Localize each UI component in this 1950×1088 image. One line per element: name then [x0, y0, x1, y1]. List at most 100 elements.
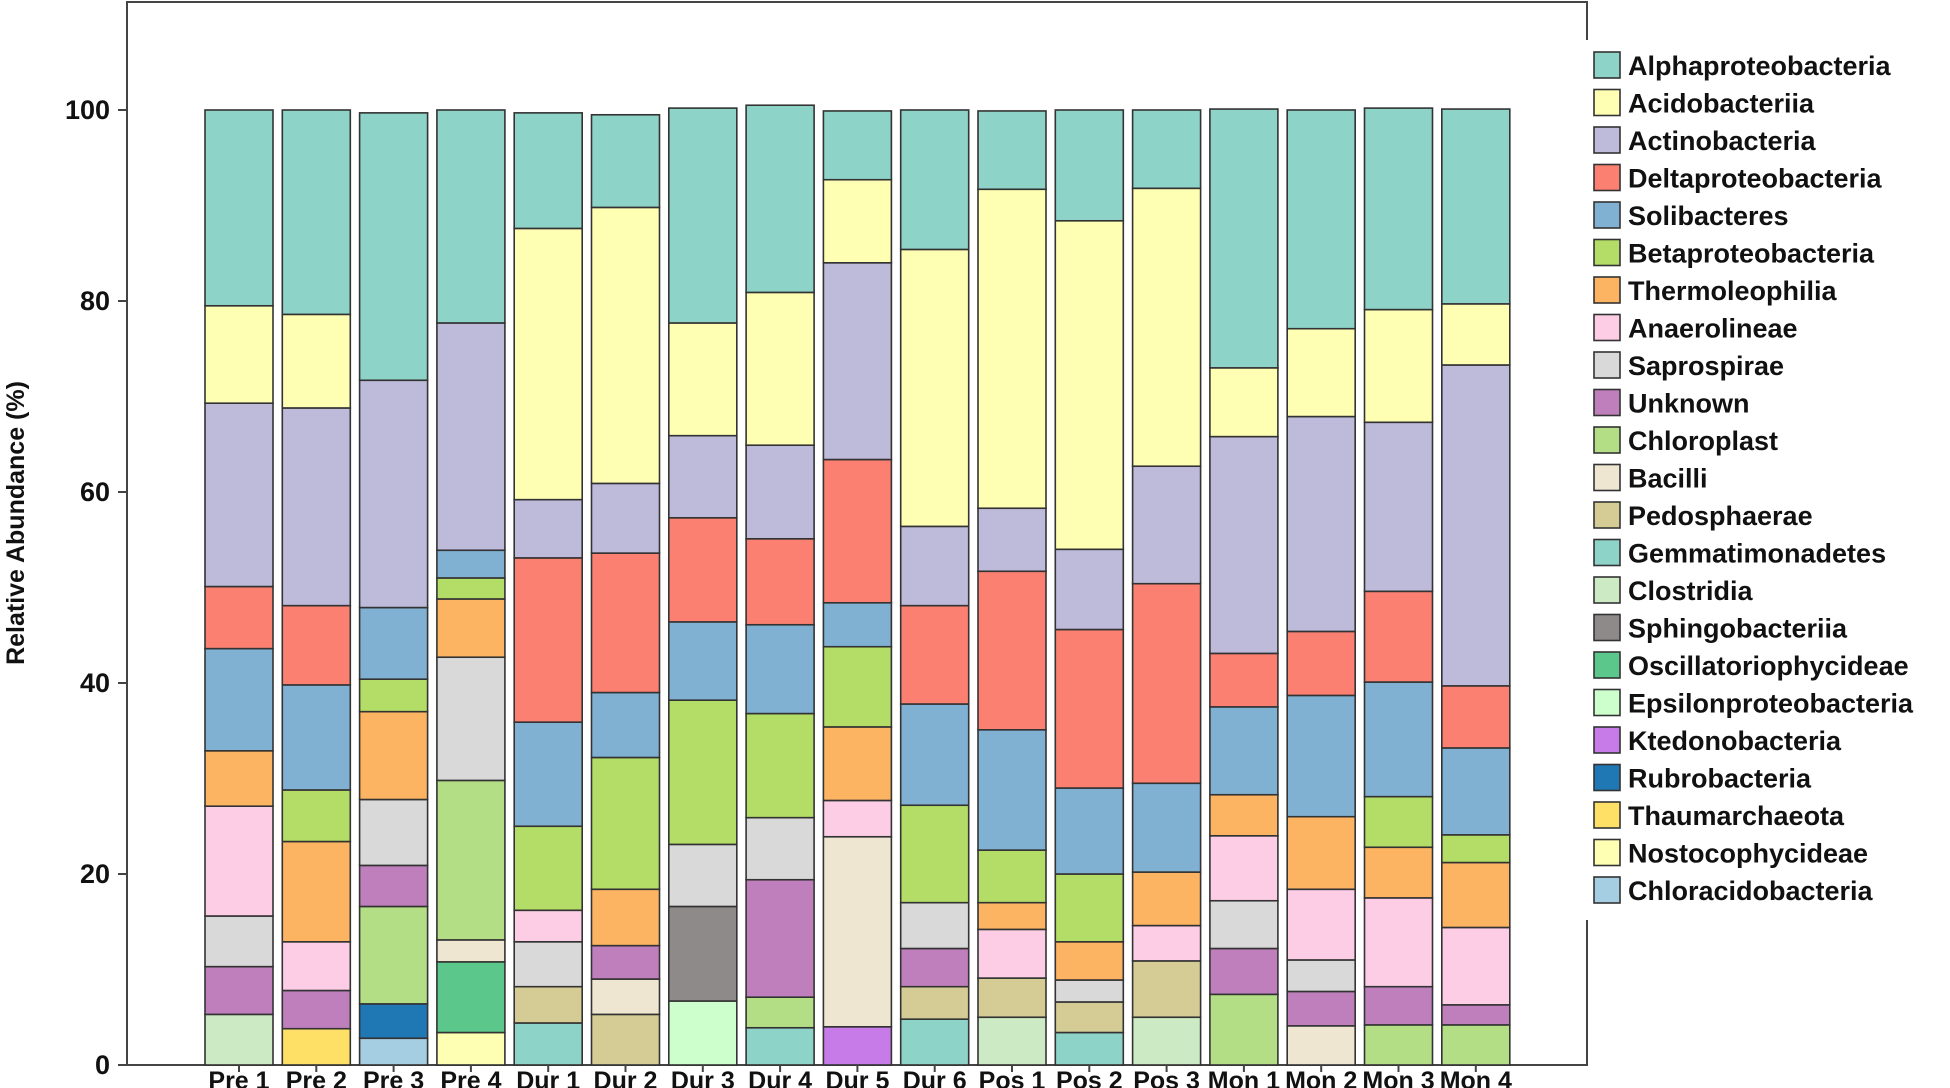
bar-segment: [358, 678, 429, 713]
bar-segment: [1131, 782, 1202, 873]
bar-segment: [1441, 834, 1511, 864]
y-tick-label: 0: [95, 1050, 110, 1080]
legend-item: Gemmatimonadetes: [1593, 538, 1886, 569]
bar-segment: [1209, 947, 1279, 996]
bar-segment: [1054, 873, 1125, 943]
bar-stack: [1286, 109, 1356, 1066]
bar-segment: [745, 712, 815, 819]
bar-segment: [204, 805, 274, 917]
legend-swatch: [1593, 201, 1621, 229]
legend-swatch: [1593, 763, 1621, 792]
bar-segment: [590, 888, 661, 947]
bar-stack: [1209, 108, 1279, 1066]
x-tick-label: Mon 3: [1362, 1067, 1434, 1088]
bar-segment: [977, 188, 1047, 510]
legend-item: Pedosphaerae: [1593, 501, 1813, 531]
bar-segment: [1286, 109, 1356, 330]
bar-segment: [590, 552, 661, 694]
x-tick-label: Dur 2: [594, 1067, 658, 1088]
bar-segment: [1363, 897, 1434, 988]
bar-segment: [1441, 1004, 1511, 1026]
bar-stack: [281, 109, 352, 1066]
bar-segment: [977, 570, 1047, 731]
legend-label: Pedosphaerae: [1628, 501, 1813, 531]
bar-segment: [1054, 628, 1125, 789]
legend-item: Acidobacteriia: [1593, 88, 1815, 119]
legend: Alphaproteobacteria Acidobacteriia Actinob…: [1582, 40, 1950, 920]
bar-segment: [204, 915, 274, 968]
bar-segment: [1209, 834, 1279, 902]
bar-stacks: [204, 104, 1511, 1066]
legend-label: Rubrobacteria: [1628, 764, 1812, 794]
bar-segment: [745, 537, 815, 626]
bar-segment: [1286, 415, 1356, 633]
x-tick-label: Mon 4: [1440, 1067, 1512, 1088]
bar-segment: [1131, 960, 1202, 1019]
bar-stack: [590, 113, 661, 1066]
legend-item: Oscillatoriophycideae: [1593, 651, 1909, 681]
legend-label: Bacilli: [1628, 464, 1708, 494]
bar-stack: [1131, 109, 1202, 1066]
y-axis-title: Relative Abundance (%): [2, 381, 30, 665]
legend-item: Solibacteres: [1593, 201, 1789, 231]
bar-segment: [436, 109, 506, 324]
legend-swatch: [1593, 238, 1621, 267]
bar-segment: [204, 750, 274, 807]
bar-stack: [745, 104, 815, 1066]
bar-segment: [436, 598, 506, 659]
bar-segment: [436, 656, 506, 782]
bar-segment: [745, 1026, 815, 1066]
x-tick-label: Mon 2: [1285, 1067, 1357, 1088]
y-tick-label: 100: [65, 95, 110, 125]
bar-segment: [513, 1022, 584, 1066]
bar-segment: [436, 939, 506, 963]
x-tick-label: Pre 2: [286, 1067, 347, 1088]
y-tick-label: 80: [80, 286, 110, 316]
legend-swatch: [1593, 576, 1621, 604]
bar-segment: [436, 779, 506, 941]
bar-segment: [1209, 367, 1279, 438]
bar-stack: [204, 109, 274, 1066]
bar-segment: [822, 799, 893, 838]
legend-swatch: [1593, 876, 1621, 904]
bar-segment: [513, 227, 584, 501]
bar-segment: [977, 728, 1047, 851]
legend-swatch: [1593, 88, 1621, 117]
bar-segment: [1286, 888, 1356, 961]
legend-label: Chloroplast: [1628, 426, 1778, 456]
bar-segment: [1286, 990, 1356, 1027]
bar-segment: [822, 645, 893, 728]
bar-segment: [513, 909, 584, 943]
bar-segment: [1209, 899, 1279, 950]
legend-item: Alphaproteobacteria: [1593, 51, 1892, 81]
legend-item: Nostocophycideae: [1593, 839, 1868, 869]
bar-stack: [513, 112, 584, 1066]
legend-label: Chloracidobacteria: [1628, 876, 1874, 906]
legend-swatch: [1593, 388, 1621, 417]
legend-swatch: [1593, 426, 1621, 454]
bar-segment: [667, 905, 738, 1002]
bar-segment: [822, 458, 893, 604]
legend-label: Betaproteobacteria: [1628, 239, 1875, 269]
bar-stack: [1363, 107, 1434, 1066]
bar-segment: [977, 928, 1047, 979]
bar-segment: [513, 557, 584, 723]
legend-label: Deltaproteobacteria: [1628, 164, 1883, 194]
bar-segment: [1441, 303, 1511, 366]
bar-segment: [899, 248, 970, 528]
bar-stack: [667, 107, 738, 1066]
bar-segment: [899, 804, 970, 904]
legend-label: Thermoleophilia: [1628, 276, 1838, 306]
x-axis-labels: Pre 1 Pre 2 Pre 3 Pre 4 Dur 1 Dur 2 Dur 3 Dur 4…: [208, 1065, 1512, 1088]
x-tick-label: Dur 5: [825, 1067, 889, 1088]
legend-swatch: [1593, 538, 1621, 567]
bar-segment: [281, 407, 352, 607]
legend-label: Gemmatimonadetes: [1628, 539, 1886, 569]
bar-segment: [590, 1013, 661, 1066]
legend-item: Unknown: [1593, 388, 1750, 419]
legend-item: Ktedonobacteria: [1593, 726, 1842, 756]
bar-segment: [1209, 652, 1279, 708]
bar-segment: [436, 322, 506, 552]
bar-segment: [590, 691, 661, 759]
y-tick-label: 60: [80, 477, 110, 507]
